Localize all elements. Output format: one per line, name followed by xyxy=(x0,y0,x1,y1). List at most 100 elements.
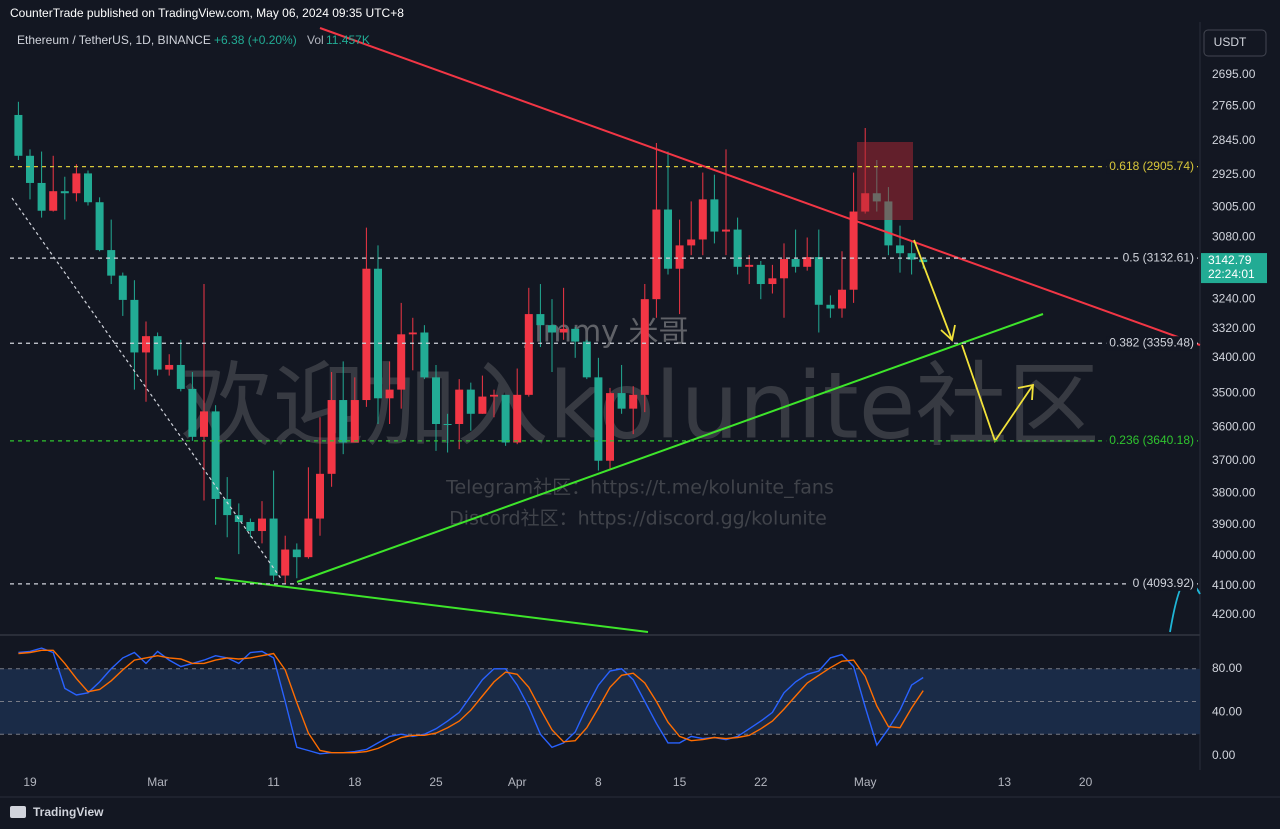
candle-body xyxy=(768,278,777,285)
candle-body xyxy=(826,304,835,309)
candle-body xyxy=(838,289,846,309)
candle-body xyxy=(269,518,278,576)
level-label: 0.618 (2905.74) xyxy=(1109,159,1194,173)
candle-body xyxy=(130,299,139,353)
candle-body xyxy=(165,364,174,370)
candle-body xyxy=(791,259,800,267)
drawings xyxy=(11,27,1201,633)
candle-body xyxy=(710,199,719,232)
candle-body xyxy=(327,400,336,474)
level-label: 0.5 (3132.61) xyxy=(1123,250,1194,264)
candle-body xyxy=(884,201,893,246)
candle-body xyxy=(571,328,580,342)
candle-body xyxy=(443,424,452,426)
candle-body xyxy=(188,388,197,437)
watermark-telegram: Telegram社区：https://t.me/kolunite_fans xyxy=(445,477,834,499)
x-tick-label: 8 xyxy=(595,775,602,789)
candle-body xyxy=(849,211,858,290)
candle-body xyxy=(907,253,916,260)
y-tick-label: 3320.00 xyxy=(1212,321,1256,335)
footer-brand[interactable]: TradingView xyxy=(33,805,104,819)
y-tick-label: 2925.00 xyxy=(1212,167,1256,181)
label-bg xyxy=(1129,576,1197,591)
candle-body xyxy=(153,336,162,370)
y-tick-label: 4100.00 xyxy=(1212,578,1256,592)
candle-body xyxy=(432,377,440,425)
candle-body xyxy=(675,245,684,269)
y-tick-label: 3600.00 xyxy=(1212,420,1256,434)
candle-body xyxy=(617,393,626,409)
candle-body xyxy=(118,275,127,300)
y-tick-label: 3700.00 xyxy=(1212,453,1256,467)
y-tick-label: 4000.00 xyxy=(1212,548,1256,562)
candle-body xyxy=(304,518,313,558)
candle-body xyxy=(374,268,382,399)
candle-body xyxy=(258,518,266,532)
candle-body xyxy=(629,394,638,409)
arrow-head xyxy=(940,324,956,342)
candle-body xyxy=(397,334,406,390)
candle-body xyxy=(606,393,614,461)
y-tick-label: 4200.00 xyxy=(1212,607,1256,621)
currency[interactable]: USDT xyxy=(1214,35,1247,49)
support-line xyxy=(296,313,1044,583)
x-tick-label: May xyxy=(854,775,877,789)
label-bg xyxy=(1106,433,1197,448)
level-label: 0.382 (3359.48) xyxy=(1109,335,1194,349)
candle-body xyxy=(548,325,556,333)
x-tick-label: 25 xyxy=(429,775,443,789)
candle-body xyxy=(420,332,429,378)
x-tick-label: 11 xyxy=(267,775,280,789)
symbol: Ethereum / TetherUS, 1D, BINANCE xyxy=(17,33,211,47)
y-tick-label: 80.00 xyxy=(1212,661,1242,675)
y-tick-label: 3240.00 xyxy=(1212,291,1256,305)
candle-body xyxy=(640,299,649,395)
candle-body xyxy=(582,341,591,378)
candle-body xyxy=(466,389,475,414)
candle-body xyxy=(211,411,220,499)
candle-body xyxy=(292,549,301,558)
candle-body xyxy=(350,400,359,443)
change: +6.38 (+0.20%) xyxy=(214,33,297,47)
currency-button[interactable] xyxy=(1203,29,1267,57)
candle-body xyxy=(200,411,208,437)
label-bg xyxy=(1106,336,1197,351)
candle-body xyxy=(803,257,812,267)
candle-body xyxy=(107,250,116,276)
arrow-down xyxy=(913,239,953,341)
candle-body xyxy=(756,264,765,285)
candle-body xyxy=(223,498,232,516)
label-bg xyxy=(1119,251,1197,266)
candle-body xyxy=(281,549,290,576)
volume: 11.457K xyxy=(326,33,370,47)
lower-line xyxy=(214,577,649,633)
y-tick-label: 3800.00 xyxy=(1212,485,1256,499)
candle-body xyxy=(780,259,788,279)
candle-body xyxy=(95,202,104,251)
y-tick-label: 2765.00 xyxy=(1212,98,1256,112)
candle-body xyxy=(733,229,742,267)
logo-icon xyxy=(10,806,26,818)
price-label-bg xyxy=(1201,253,1267,284)
candle-body xyxy=(37,182,46,211)
candle-body xyxy=(745,264,754,267)
candle-body xyxy=(316,473,324,519)
candle-body xyxy=(664,209,672,269)
candle-body xyxy=(814,257,823,305)
x-tick-label: 22 xyxy=(754,775,768,789)
y-tick-label: 3500.00 xyxy=(1212,385,1256,399)
candle-body xyxy=(594,377,603,461)
candle-body xyxy=(513,394,522,443)
volume-label: Vol xyxy=(307,33,324,47)
candle-body xyxy=(698,199,707,240)
y-tick-label: 0.00 xyxy=(1212,748,1236,762)
y-tick-label: 3080.00 xyxy=(1212,230,1256,244)
candle-body xyxy=(455,389,464,425)
candle-body xyxy=(72,173,81,194)
x-tick-label: 20 xyxy=(1079,775,1093,789)
candle-body xyxy=(246,522,255,532)
level-label: 0.236 (3640.18) xyxy=(1109,433,1194,447)
candle-body xyxy=(339,400,348,443)
